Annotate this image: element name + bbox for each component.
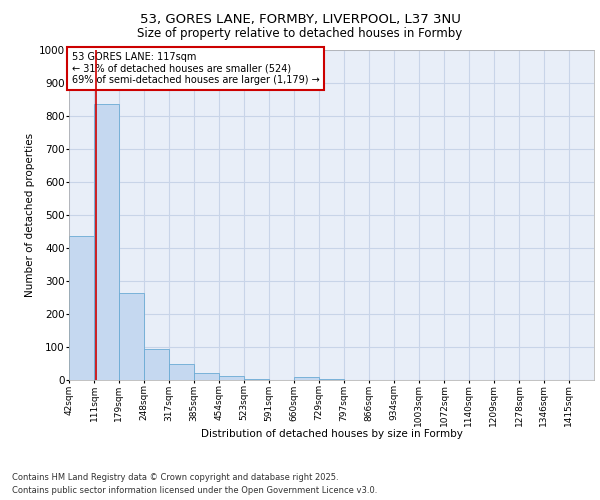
- X-axis label: Distribution of detached houses by size in Formby: Distribution of detached houses by size …: [200, 429, 463, 439]
- Bar: [169, 364, 194, 380]
- Text: Size of property relative to detached houses in Formby: Size of property relative to detached ho…: [137, 28, 463, 40]
- Bar: [294, 378, 319, 380]
- Bar: [119, 292, 144, 380]
- Bar: [94, 104, 119, 380]
- Bar: [194, 372, 219, 380]
- Y-axis label: Number of detached properties: Number of detached properties: [25, 133, 35, 297]
- Text: 53 GORES LANE: 117sqm
← 31% of detached houses are smaller (524)
69% of semi-det: 53 GORES LANE: 117sqm ← 31% of detached …: [71, 52, 319, 85]
- Bar: [144, 348, 169, 380]
- Bar: [219, 376, 244, 380]
- Text: 53, GORES LANE, FORMBY, LIVERPOOL, L37 3NU: 53, GORES LANE, FORMBY, LIVERPOOL, L37 3…: [140, 12, 460, 26]
- Bar: [69, 236, 94, 380]
- Text: Contains public sector information licensed under the Open Government Licence v3: Contains public sector information licen…: [12, 486, 377, 495]
- Text: Contains HM Land Registry data © Crown copyright and database right 2025.: Contains HM Land Registry data © Crown c…: [12, 472, 338, 482]
